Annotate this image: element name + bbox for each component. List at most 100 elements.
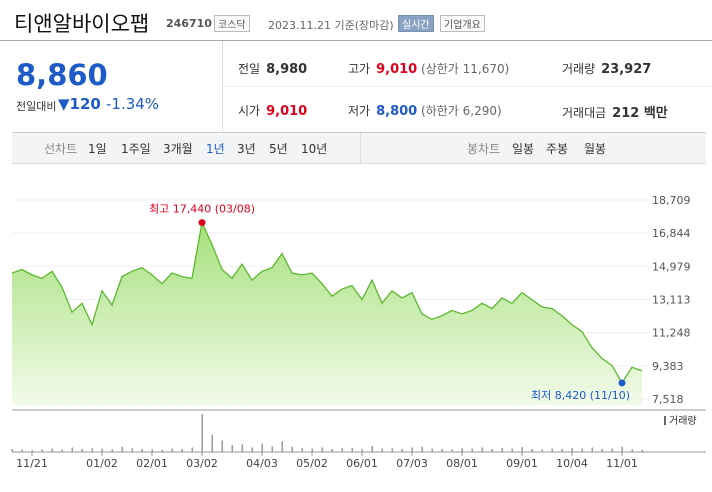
volume-bar (291, 446, 293, 452)
volume-bar (531, 448, 533, 452)
volume-bar (331, 448, 333, 452)
low-label: 최저 8,420 (11/10) (531, 389, 630, 402)
info-value: 23,927 (601, 62, 652, 77)
volume-bar (41, 449, 43, 452)
info-value: 8,980 (266, 62, 308, 77)
volume-bar (181, 448, 183, 452)
tab[interactable]: 1년 (206, 142, 225, 156)
y-tick-label: 14,979 (652, 260, 691, 273)
volume-bar (11, 448, 13, 452)
volume-bar (161, 449, 163, 452)
volume-legend-mark (664, 416, 666, 425)
change-label: 전일대비 (16, 100, 57, 113)
x-tick-label: 01/02 (86, 457, 118, 470)
tab[interactable]: 월봉 (584, 142, 607, 156)
volume-bar (81, 448, 83, 452)
volume-bar (191, 447, 193, 452)
volume-bar (211, 434, 213, 452)
volume-bar (491, 448, 493, 452)
market-badge: 코스닥 (214, 15, 250, 32)
info-label: 전일 (238, 62, 261, 76)
low-marker (618, 379, 626, 387)
info-cell: 거래대금 212 백만 (562, 102, 668, 121)
tab[interactable]: 1일 (88, 142, 107, 156)
volume-bar (431, 448, 433, 452)
volume-bar (311, 448, 313, 452)
tab-bar (12, 132, 706, 164)
volume-bar (411, 447, 413, 452)
divider (360, 133, 361, 163)
x-tick-label: 06/01 (346, 457, 378, 470)
volume-bar (251, 447, 253, 452)
volume-bar (101, 448, 103, 452)
volume-bar (231, 445, 233, 452)
volume-bar (351, 447, 353, 452)
volume-bar (391, 448, 393, 452)
x-tick-label: 02/01 (136, 457, 168, 470)
stock-code: 246710 (166, 17, 212, 30)
volume-bar (201, 414, 203, 452)
y-tick-label: 11,248 (652, 327, 691, 340)
volume-bar (511, 448, 513, 452)
price-line (11, 220, 643, 385)
info-label: 저가 (348, 104, 371, 118)
change: ▼120 (58, 95, 101, 113)
y-tick-label: 9,383 (652, 360, 684, 373)
volume-bar (301, 448, 303, 452)
volume-bar (371, 445, 373, 452)
company-button[interactable]: 기업개요 (440, 15, 485, 32)
volume-bar (71, 447, 73, 452)
volume-bar (601, 448, 603, 452)
divider (0, 40, 712, 41)
volume-bar (471, 448, 473, 452)
high-marker (198, 219, 206, 227)
info-cell: 저가 8,800 (하한가 6,290) (348, 102, 502, 119)
volume-bar (571, 448, 573, 452)
x-tick-label: 05/02 (296, 457, 328, 470)
volume-bar (621, 446, 623, 452)
tab: 선차트 (44, 142, 78, 156)
volume-bar (451, 449, 453, 452)
tab[interactable]: 일봉 (512, 142, 535, 156)
volume-bar (341, 448, 343, 452)
volume-bar (51, 448, 53, 452)
volume-bar (111, 449, 113, 452)
volume-bar (361, 449, 363, 452)
tab[interactable]: 3개월 (163, 142, 193, 156)
price-area (12, 222, 642, 405)
x-tick-label: 11/01 (606, 457, 638, 470)
volume-bar (401, 448, 403, 452)
volume-bar (241, 444, 243, 452)
volume-bar (21, 449, 23, 452)
x-tick-label: 03/02 (186, 457, 218, 470)
y-tick-label: 7,518 (652, 393, 684, 406)
volume-bar (61, 449, 63, 452)
x-tick-label: 11/21 (16, 457, 48, 470)
volume-bar (541, 449, 543, 452)
volume-bar (561, 448, 563, 452)
volume-bar (151, 449, 153, 452)
x-tick-label: 04/03 (246, 457, 278, 470)
tab[interactable]: 3년 (237, 142, 256, 156)
tab[interactable]: 10년 (301, 142, 328, 156)
x-tick-label: 08/01 (446, 457, 478, 470)
stock-name: 티앤알바이오팹 (14, 12, 150, 36)
info-limit: (상한가 11,670) (421, 62, 510, 76)
divider (222, 86, 712, 87)
tab[interactable]: 1주일 (121, 142, 151, 156)
info-cell: 시가 9,010 (238, 102, 307, 119)
tab[interactable]: 5년 (269, 142, 288, 156)
volume-bar (281, 441, 283, 452)
y-tick-label: 18,709 (652, 194, 691, 207)
y-tick-label: 16,844 (652, 227, 691, 240)
volume-bar (551, 448, 553, 452)
info-label: 시가 (238, 104, 261, 118)
volume-bar (261, 443, 263, 452)
current-price: 8,860 (16, 58, 108, 92)
realtime-button[interactable]: 실시간 (398, 15, 434, 32)
tab[interactable]: 주봉 (546, 142, 569, 156)
info-limit: (하한가 6,290) (421, 104, 502, 118)
x-tick-label: 09/01 (506, 457, 538, 470)
